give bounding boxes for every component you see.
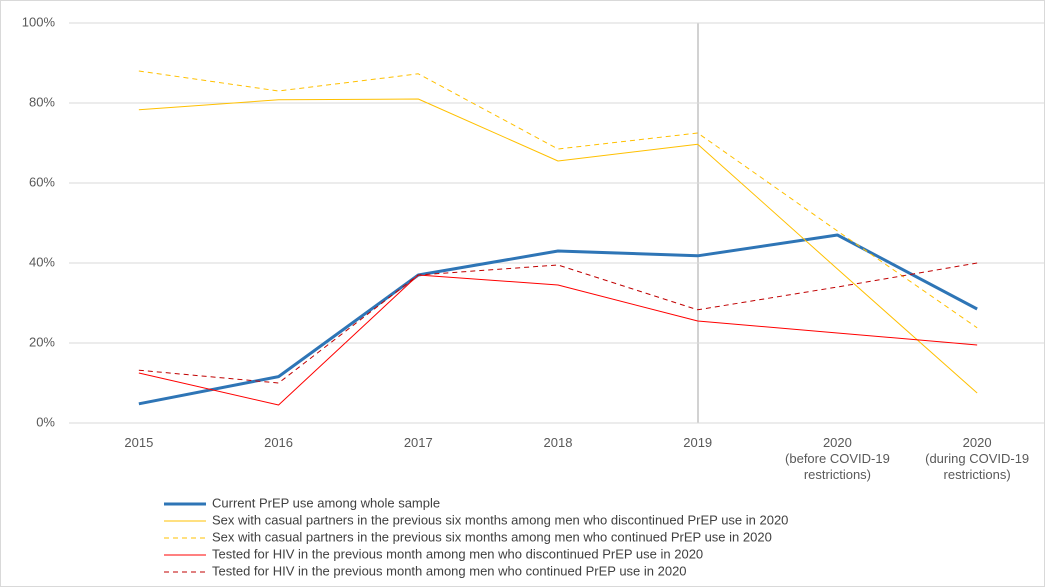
y-tick-label: 0% [36, 414, 55, 429]
x-tick-label: 2017 [403, 435, 433, 450]
x-tick-label: 2015 [124, 435, 154, 450]
legend-label: Current PrEP use among whole sample [212, 495, 440, 510]
legend-label: Tested for HIV in the previous month amo… [212, 546, 703, 561]
y-tick-label: 80% [29, 94, 55, 109]
y-tick-label: 100% [22, 14, 56, 29]
series-line [138, 233, 978, 406]
series-line [138, 274, 978, 406]
y-tick-label: 40% [29, 254, 55, 269]
legend-label: Sex with casual partners in the previous… [212, 512, 788, 527]
y-tick-label: 20% [29, 334, 55, 349]
y-tick-label: 60% [29, 174, 55, 189]
legend-label: Sex with casual partners in the previous… [212, 529, 772, 544]
series-line [138, 70, 978, 329]
x-tick-label: 2020 (during COVID-19 restrictions) [925, 435, 1030, 482]
x-tick-label: 2020 (before COVID-19 restrictions) [785, 435, 890, 482]
series-line [138, 98, 978, 394]
legend-label: Tested for HIV in the previous month amo… [212, 563, 687, 578]
x-tick-label: 2019 [683, 435, 713, 450]
x-tick-label: 2016 [264, 435, 294, 450]
x-tick-label: 2018 [543, 435, 573, 450]
